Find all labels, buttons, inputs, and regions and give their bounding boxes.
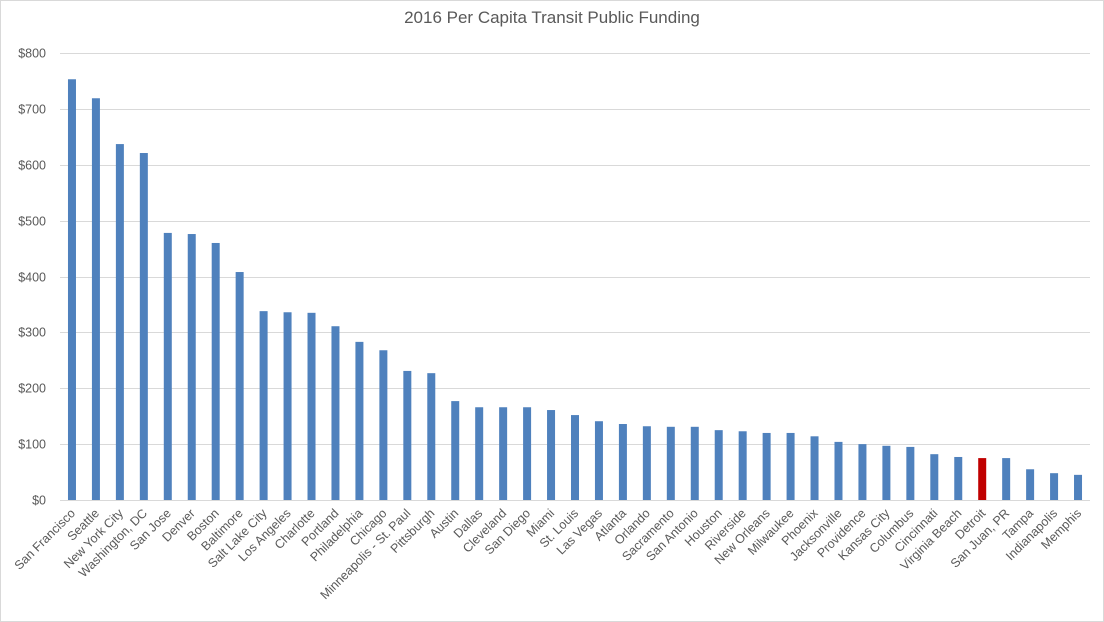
bar bbox=[115, 144, 124, 501]
y-tick-label: $800 bbox=[18, 47, 46, 61]
bar bbox=[67, 79, 76, 500]
bar bbox=[1074, 474, 1083, 500]
bar bbox=[642, 426, 651, 500]
y-tick-label: $300 bbox=[18, 326, 46, 340]
bar bbox=[523, 407, 532, 500]
bar bbox=[403, 370, 412, 500]
bar bbox=[786, 432, 795, 500]
bar bbox=[211, 242, 220, 500]
y-tick-label: $700 bbox=[18, 103, 46, 117]
bar bbox=[930, 454, 939, 500]
bar bbox=[379, 350, 388, 500]
y-tick-label: $200 bbox=[18, 382, 46, 396]
bar bbox=[91, 98, 100, 500]
bar bbox=[690, 426, 699, 500]
chart-title: 2016 Per Capita Transit Public Funding bbox=[404, 8, 700, 27]
bar bbox=[331, 326, 340, 500]
bar bbox=[307, 312, 316, 500]
bar bbox=[1002, 458, 1011, 500]
bar bbox=[283, 312, 292, 500]
bar bbox=[594, 421, 603, 500]
bar bbox=[451, 401, 460, 500]
bar bbox=[738, 431, 747, 500]
bar bbox=[618, 424, 627, 500]
bar bbox=[163, 232, 172, 501]
bar bbox=[571, 415, 579, 500]
bar bbox=[547, 410, 556, 500]
bar bbox=[762, 432, 771, 500]
bar bbox=[714, 430, 723, 500]
y-tick-label: $0 bbox=[32, 494, 46, 508]
y-tick-label: $600 bbox=[18, 159, 46, 173]
y-tick-label: $500 bbox=[18, 215, 46, 229]
bar bbox=[978, 458, 987, 500]
bar bbox=[235, 272, 244, 500]
bar bbox=[139, 153, 148, 501]
bar bbox=[187, 234, 196, 500]
bar bbox=[954, 456, 963, 500]
bar bbox=[499, 407, 508, 500]
bar bbox=[259, 311, 268, 500]
bar bbox=[810, 436, 819, 500]
bar bbox=[1050, 473, 1059, 500]
bar bbox=[427, 373, 436, 500]
bar bbox=[355, 341, 364, 500]
bar bbox=[666, 426, 675, 500]
bar bbox=[882, 445, 891, 500]
y-tick-label: $400 bbox=[18, 271, 46, 285]
bar bbox=[834, 441, 843, 500]
bar bbox=[475, 407, 484, 500]
bar bbox=[858, 444, 867, 500]
y-tick-label: $100 bbox=[18, 438, 46, 452]
bar bbox=[906, 446, 915, 500]
bar bbox=[1026, 469, 1035, 500]
